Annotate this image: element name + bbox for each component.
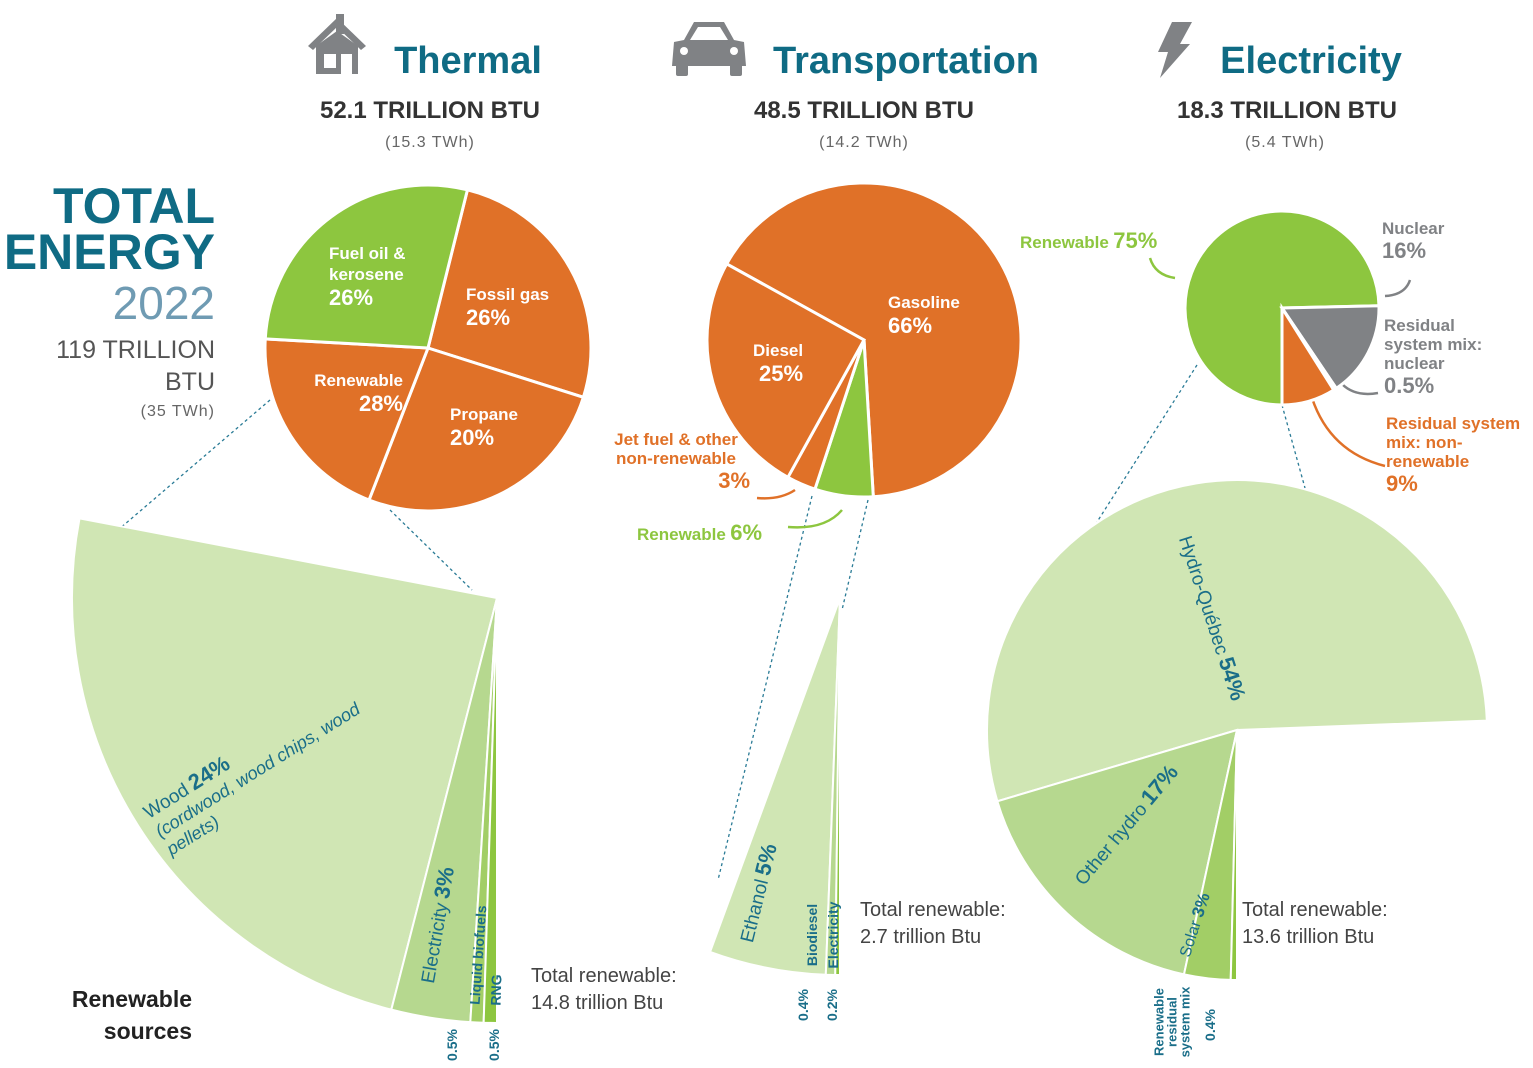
slice-label: Nuclear 16% xyxy=(1382,219,1482,264)
slice-label: Renewable 75% xyxy=(1020,228,1157,254)
electricity-note: (5.4 TWh) xyxy=(1245,134,1325,151)
value-label: 0.5% xyxy=(444,1029,460,1061)
fan-slice xyxy=(986,479,1488,803)
house-icon xyxy=(308,14,366,74)
slice-label: Propane 20% xyxy=(450,404,560,451)
total-label: Total renewable: 14.8 trillion Btu xyxy=(531,965,677,1014)
thermal-title: Thermal xyxy=(394,40,542,82)
pie-slice xyxy=(1280,302,1336,407)
value-label: 26% xyxy=(329,285,374,310)
fan-label: Renewable residual system mix xyxy=(1151,986,1193,1058)
category: Fossil gas xyxy=(466,285,550,304)
slice-label: Jet fuel & other non-renewable 3% xyxy=(600,430,752,494)
value-label: 0.4% xyxy=(795,989,811,1021)
car-icon xyxy=(672,22,746,76)
main-title: TOTAL ENERGY xyxy=(3,178,215,280)
renewable-sources-label: Renewable sources xyxy=(71,986,192,1044)
slice-label: Renewable 28% xyxy=(283,370,403,417)
value-label: 0.4% xyxy=(1202,1009,1218,1041)
arrows xyxy=(756,257,1412,529)
slice-label: Residual system mix: non-renewable 9% xyxy=(1386,414,1532,497)
category: Residual system mix: nuclear xyxy=(1384,316,1483,373)
pie-slice xyxy=(705,261,867,480)
value-label: 3% xyxy=(718,468,750,493)
value-label: 0.5% xyxy=(1384,373,1435,398)
pie-slice xyxy=(367,346,586,513)
value-label: 16% xyxy=(1382,238,1427,263)
thermal-subtitle: 52.1 TRILLION BTU xyxy=(319,97,541,124)
category: Jet fuel & other non-renewable xyxy=(614,430,738,468)
value-label: 0.5% xyxy=(486,1029,502,1061)
category: Renewable xyxy=(314,371,403,390)
bolt-icon xyxy=(1158,22,1192,78)
category: Diesel xyxy=(753,341,804,360)
category: Gasoline xyxy=(888,293,960,312)
year: 2022 xyxy=(112,277,215,329)
fan-label: RNG xyxy=(487,974,505,1006)
fan-slice xyxy=(71,517,499,1011)
slice-label: Renewable 6% xyxy=(637,520,762,546)
value-label: 9% xyxy=(1386,471,1418,496)
slice-label: Fuel oil & kerosene 26% xyxy=(329,243,429,311)
transport-title: Transportation xyxy=(772,40,1040,82)
value-label: 20% xyxy=(450,425,495,450)
electricity-title: Electricity xyxy=(1220,40,1402,82)
total-twh: (35 TWh) xyxy=(140,403,215,420)
total-label: Total renewable: 2.7 trillion Btu xyxy=(860,899,1006,948)
value-label: 3% xyxy=(428,864,460,901)
transport-subtitle: 48.5 TRILLION BTU xyxy=(753,97,975,124)
slice-label: Fossil gas 26% xyxy=(466,284,576,331)
value-label: 66% xyxy=(888,313,933,338)
fan-slice xyxy=(708,597,841,976)
value-label: 0.2% xyxy=(824,989,840,1021)
category: Residual system mix: non-renewable xyxy=(1386,414,1521,471)
pie-slice xyxy=(263,183,470,350)
fan-slice xyxy=(996,728,1239,976)
fan-label: Electricity xyxy=(825,901,841,969)
value-label: 75% xyxy=(1113,228,1158,253)
thermal-note: (15.3 TWh) xyxy=(385,134,475,151)
pie-slice xyxy=(724,181,1023,499)
pie-slice xyxy=(1279,304,1381,391)
value-label: 28% xyxy=(358,391,403,416)
fan-slice xyxy=(834,597,841,977)
slice-label: Residual system mix: nuclear 0.5% xyxy=(1384,316,1494,399)
pie-slice xyxy=(426,188,593,400)
category: Nuclear xyxy=(1382,219,1445,238)
category: Renewable xyxy=(637,525,726,544)
slice-label: Diesel 25% xyxy=(753,340,843,387)
category: Propane xyxy=(450,405,519,424)
value-label: 6% xyxy=(730,520,763,545)
connector-lines xyxy=(117,364,1306,881)
value-label: 25% xyxy=(759,361,804,386)
total-label: Total renewable: 13.6 trillion Btu xyxy=(1242,899,1388,948)
fan-slice xyxy=(482,597,498,1025)
slice-label: Gasoline 66% xyxy=(888,292,998,339)
pie-slice xyxy=(263,337,431,502)
category: Renewable xyxy=(1020,233,1109,252)
category: Fuel oil & kerosene xyxy=(329,244,406,284)
transport-note: (14.2 TWh) xyxy=(819,134,909,151)
total-energy: 119 TRILLION BTU xyxy=(56,336,215,396)
value-label: 26% xyxy=(466,305,511,330)
fan-label: Biodiesel xyxy=(804,903,820,967)
electricity-subtitle: 18.3 TRILLION BTU xyxy=(1176,97,1398,124)
fan-slice xyxy=(1229,729,1238,982)
